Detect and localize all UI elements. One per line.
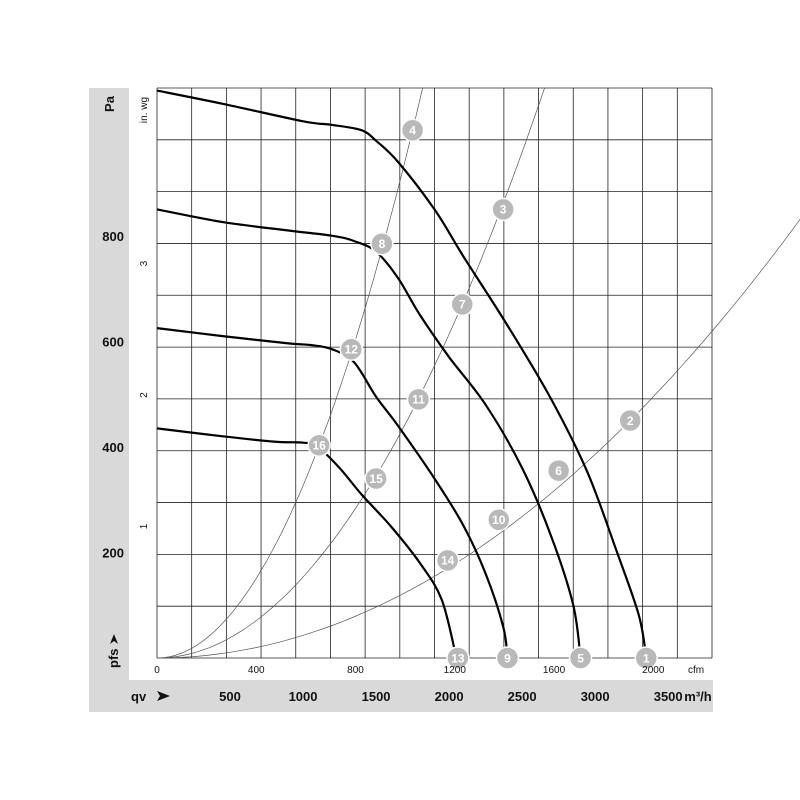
grid xyxy=(156,87,713,659)
system-curves xyxy=(156,87,800,659)
marker-label: 13 xyxy=(451,651,465,665)
fan-curve xyxy=(156,208,582,659)
marker-5: 5 xyxy=(568,646,593,670)
fan-curve xyxy=(156,89,648,659)
y-tick-inwg: 3 xyxy=(139,260,150,266)
y-axis-unit-inwg: in. wg xyxy=(139,97,150,123)
marker-circle xyxy=(400,118,425,142)
marker-label: 1 xyxy=(643,651,650,665)
fan-curves xyxy=(156,89,648,659)
marker-circle xyxy=(364,466,388,491)
y-axis-arrow-icon xyxy=(110,634,118,644)
y-tick-pa: 400 xyxy=(102,440,124,455)
x-axis-unit-m3h: m³/h xyxy=(684,689,712,704)
system-curve xyxy=(156,87,423,659)
x-tick-m3h: 2500 xyxy=(508,689,537,704)
x-tick-cfm: 1200 xyxy=(444,665,467,676)
marker-label: 7 xyxy=(459,298,466,312)
y-tick-inwg: 1 xyxy=(139,523,150,529)
x-tick-cfm: 2000 xyxy=(642,665,665,676)
x-axis-name-group: qv xyxy=(131,689,170,704)
marker-label: 11 xyxy=(412,393,425,407)
marker-circle xyxy=(406,387,431,412)
marker-10: 10 xyxy=(487,507,511,532)
x-axis-name: qv xyxy=(131,689,147,704)
marker-circle xyxy=(435,548,460,573)
x-tick-cfm: 800 xyxy=(347,665,364,676)
x-tick-cfm: 0 xyxy=(154,665,160,676)
marker-circle xyxy=(618,408,642,433)
marker-label: 5 xyxy=(577,651,584,665)
y-axis-unit-pa: Pa xyxy=(102,95,117,112)
x-tick-m3h: 1500 xyxy=(362,689,391,704)
marker-circle xyxy=(495,646,520,670)
marker-circle xyxy=(339,337,363,361)
marker-7: 7 xyxy=(450,292,474,317)
x-tick-m3h: 1000 xyxy=(289,689,318,704)
fan-curve xyxy=(156,327,509,659)
marker-14: 14 xyxy=(435,548,460,573)
system-curve xyxy=(156,218,800,659)
marker-label: 6 xyxy=(555,464,562,478)
y-axis-name-group: pfs xyxy=(106,634,121,668)
y-tick-pa: 200 xyxy=(102,545,124,560)
x-axis-arrow-icon xyxy=(157,691,170,701)
marker-8: 8 xyxy=(370,231,394,256)
marker-circle xyxy=(634,646,659,670)
marker-label: 2 xyxy=(627,414,634,428)
marker-11: 11 xyxy=(406,387,431,412)
marker-circle xyxy=(568,646,593,670)
marker-circle xyxy=(307,433,331,458)
y-tick-pa: 800 xyxy=(102,229,124,244)
x-tick-m3h: 3500 xyxy=(654,689,683,704)
marker-4: 4 xyxy=(400,118,425,142)
x-axis-unit-cfm: cfm xyxy=(688,665,704,676)
marker-circle xyxy=(370,231,394,256)
marker-circle xyxy=(487,507,511,532)
marker-label: 15 xyxy=(369,472,383,486)
marker-9: 9 xyxy=(495,646,520,670)
x-tick-m3h: 3000 xyxy=(581,689,610,704)
marker-2: 2 xyxy=(618,408,642,433)
x-tick-m3h: 500 xyxy=(219,689,241,704)
marker-label: 16 xyxy=(312,439,326,453)
marker-circle xyxy=(491,197,515,222)
y-tick-pa: 600 xyxy=(102,334,124,349)
y-tick-inwg: 2 xyxy=(139,392,150,398)
marker-6: 6 xyxy=(546,458,571,483)
marker-label: 4 xyxy=(409,124,416,138)
marker-label: 9 xyxy=(504,651,511,665)
marker-label: 14 xyxy=(441,554,455,568)
system-curve xyxy=(156,87,545,659)
marker-1: 1 xyxy=(634,646,659,670)
marker-15: 15 xyxy=(364,466,388,491)
fan-curve xyxy=(156,427,458,659)
marker-circle xyxy=(446,646,470,670)
marker-label: 12 xyxy=(345,343,359,357)
marker-12: 12 xyxy=(339,337,363,361)
bottom-axis-band xyxy=(89,680,713,712)
marker-3: 3 xyxy=(491,197,515,222)
marker-label: 8 xyxy=(379,237,386,251)
marker-circle xyxy=(450,292,474,317)
marker-13: 13 xyxy=(446,646,470,670)
x-tick-cfm: 1600 xyxy=(543,665,566,676)
marker-label: 10 xyxy=(492,513,506,527)
x-tick-m3h: 2000 xyxy=(435,689,464,704)
x-tick-cfm: 400 xyxy=(248,665,265,676)
marker-label: 3 xyxy=(500,203,507,217)
marker-16: 16 xyxy=(307,433,331,458)
y-axis-name: pfs xyxy=(106,649,121,669)
marker-circle xyxy=(546,458,571,483)
left-axis-band xyxy=(89,88,129,712)
